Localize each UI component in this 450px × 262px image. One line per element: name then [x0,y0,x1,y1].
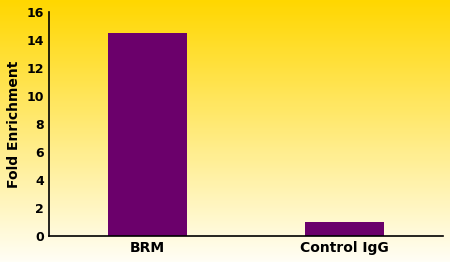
Bar [305,222,384,236]
Bar [108,33,187,236]
Y-axis label: Fold Enrichment: Fold Enrichment [7,60,21,188]
